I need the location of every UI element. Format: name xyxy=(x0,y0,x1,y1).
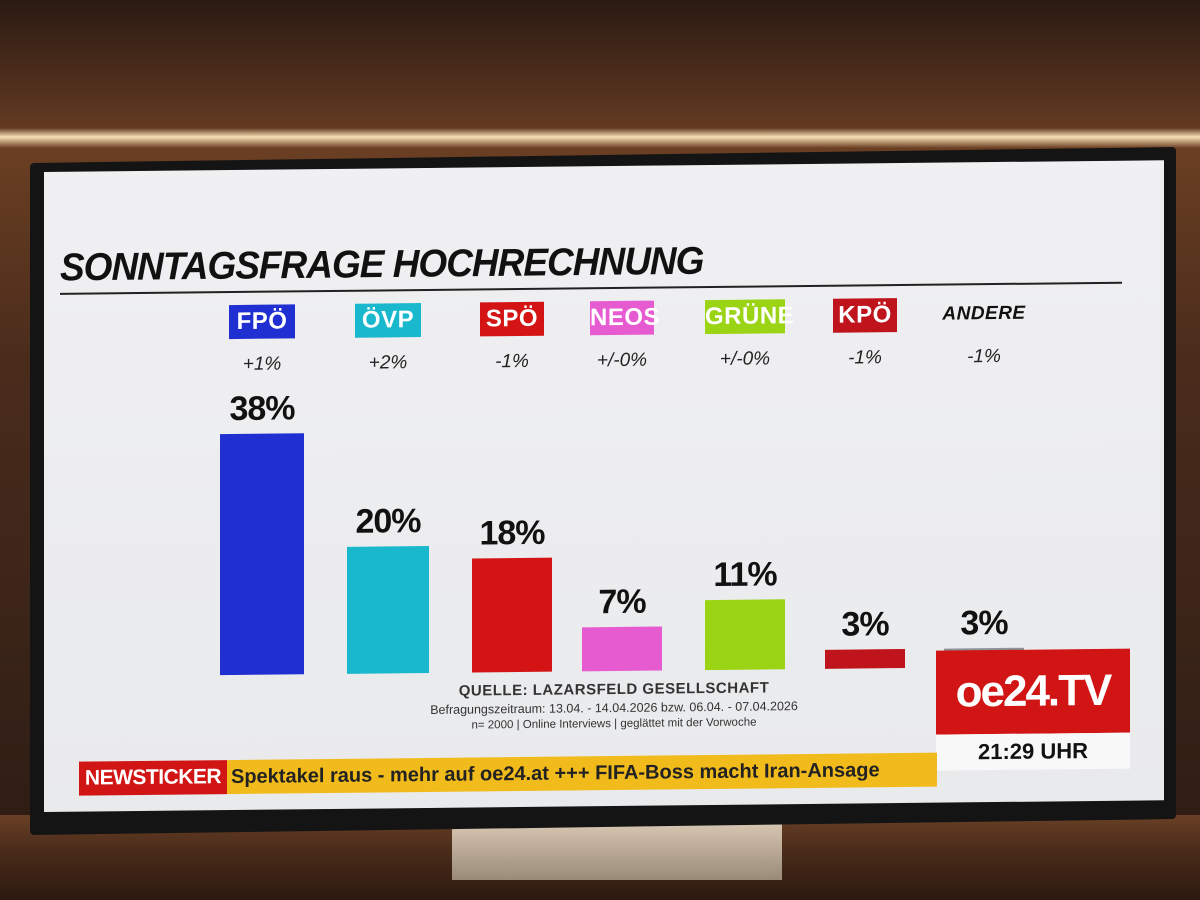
change-label-6: -1% xyxy=(967,345,1001,368)
party-label-5: KPÖ xyxy=(833,298,897,333)
change-label-2: -1% xyxy=(495,350,529,373)
bar-5 xyxy=(825,648,905,669)
bar-2 xyxy=(472,557,552,673)
bar-0 xyxy=(220,432,304,676)
value-label-1: 20% xyxy=(355,502,421,541)
change-label-4: +/-0% xyxy=(719,348,771,370)
source-title: QUELLE: LAZARSFELD GESELLSCHAFT xyxy=(458,679,770,700)
party-label-4: GRÜNE xyxy=(705,299,794,335)
bar-3 xyxy=(582,626,662,672)
clock: 21:29 UHR xyxy=(936,732,1130,771)
party-label-1: ÖVP xyxy=(355,303,421,338)
newsticker-label: NEWSTICKER xyxy=(79,760,227,796)
party-label-3: NEOS xyxy=(590,300,660,336)
survey-period: Befragungszeitraum: 13.04. - 14.04.2026 … xyxy=(430,699,798,717)
tv-stand xyxy=(452,820,782,880)
value-label-2: 18% xyxy=(479,513,545,553)
change-label-3: +/-0% xyxy=(596,349,648,372)
party-label-0: FPÖ xyxy=(229,304,295,340)
change-label-0: +1% xyxy=(242,353,282,375)
chart-title: SONNTAGSFRAGE HOCHRECHNUNG xyxy=(60,239,704,289)
party-label-6: ANDERE xyxy=(942,302,1026,325)
value-label-0: 38% xyxy=(229,389,295,428)
survey-method: n= 2000 | Online Interviews | geglättet … xyxy=(471,716,757,732)
source-block: QUELLE: LAZARSFELD GESELLSCHAFT Befragun… xyxy=(424,679,804,732)
change-label-1: +2% xyxy=(368,352,408,374)
newsticker-text: Spektakel raus - mehr auf oe24.at +++ FI… xyxy=(227,752,937,795)
led-light-strip xyxy=(0,128,1200,148)
bar-4 xyxy=(705,599,785,671)
oe24-logo: oe24.TV xyxy=(936,648,1130,735)
value-label-3: 7% xyxy=(598,582,646,621)
party-label-2: SPÖ xyxy=(480,301,544,337)
change-label-5: -1% xyxy=(848,347,882,369)
value-label-6: 3% xyxy=(960,603,1008,643)
value-label-5: 3% xyxy=(841,605,889,644)
bar-1 xyxy=(347,545,429,674)
tv-screen: SONNTAGSFRAGE HOCHRECHNUNG FPÖ +1% 38% ÖVP +… xyxy=(44,160,1164,812)
value-label-4: 11% xyxy=(713,555,777,595)
